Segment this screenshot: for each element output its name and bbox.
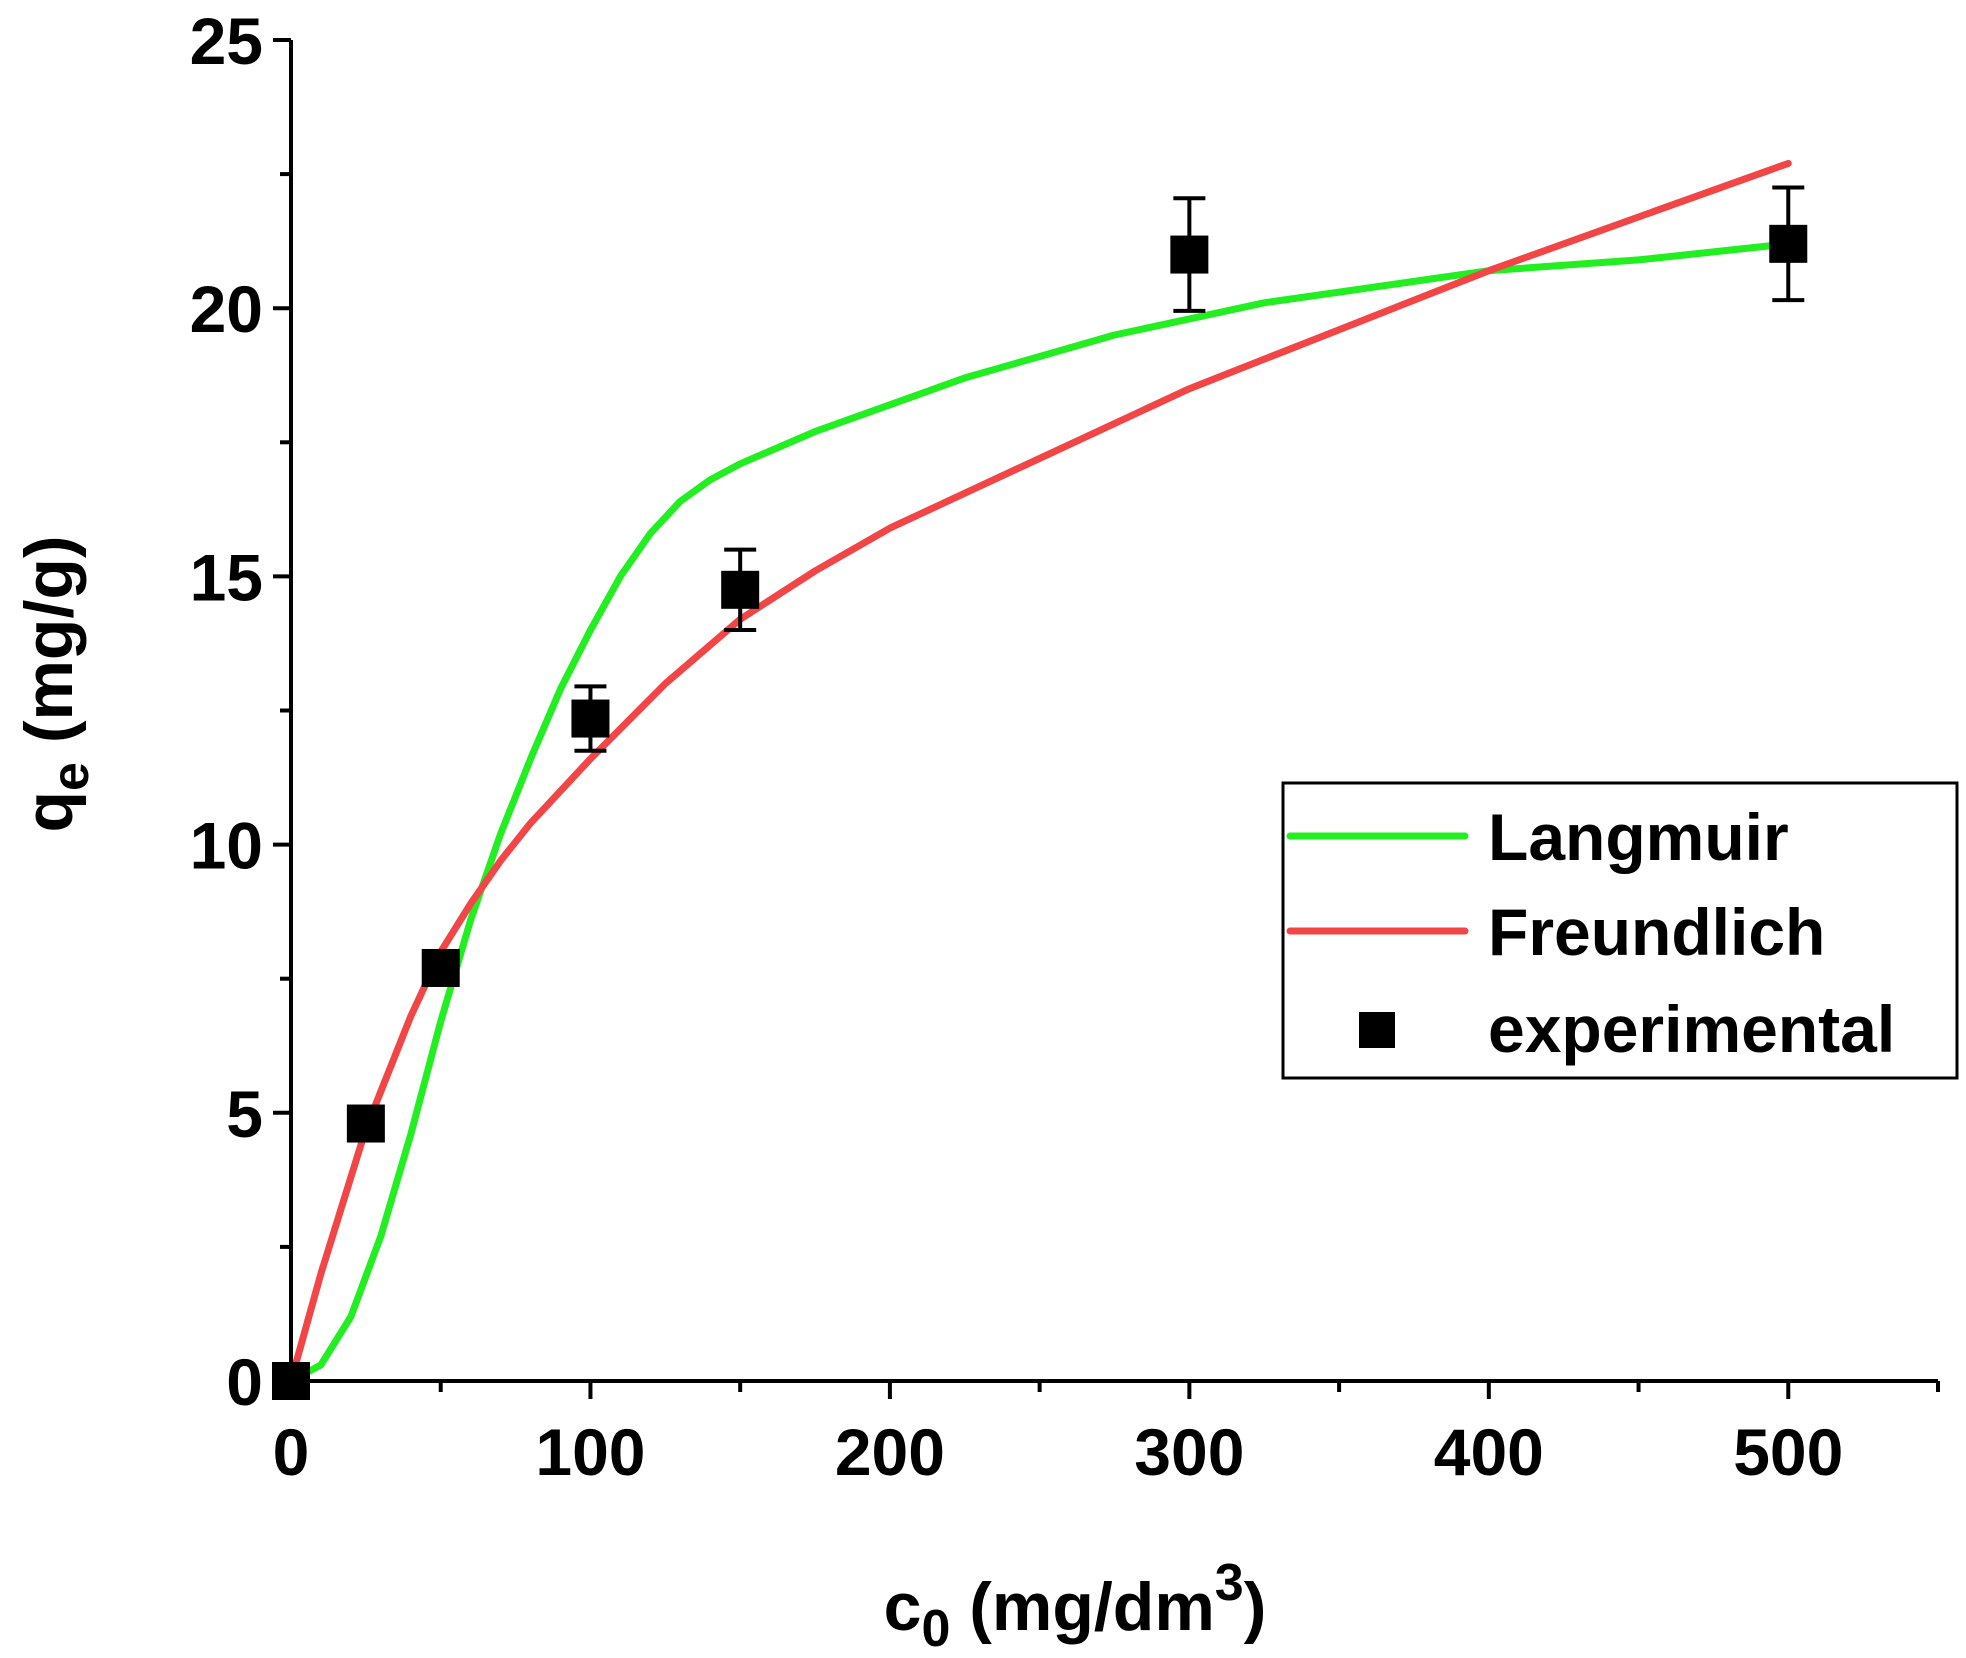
y-tick-label: 15 — [190, 540, 263, 614]
series-line-freundlich — [287, 159, 1792, 1385]
axes-layer — [289, 40, 1938, 1383]
x-tick-label: 100 — [535, 1415, 645, 1489]
curves-layer — [287, 159, 1792, 1385]
series-line-langmuir — [287, 240, 1792, 1385]
data-point-experimental — [421, 948, 460, 987]
y-tick-label: 20 — [190, 272, 263, 346]
y-tick-label: 5 — [226, 1077, 263, 1151]
x-tick-label: 200 — [835, 1415, 945, 1489]
ticks-layer: 0 100 200 300 400 500 0 5 10 15 20 25 — [190, 4, 1940, 1489]
y-tick-label: 10 — [190, 809, 263, 883]
legend-label-langmuir: Langmuir — [1488, 800, 1789, 874]
x-tick-label: 400 — [1434, 1415, 1544, 1489]
legend-label-freundlich: Freundlich — [1488, 895, 1825, 969]
legend-swatch-experimental — [1359, 1012, 1395, 1048]
y-axis-title: qe (mg/g) — [11, 535, 100, 832]
data-point-experimental — [721, 570, 760, 609]
data-point-experimental — [346, 1104, 385, 1143]
y-tick-label: 0 — [226, 1345, 263, 1419]
x-axis-title: c0 (mg/dm3) — [884, 1554, 1267, 1658]
points-layer — [272, 185, 1808, 1400]
x-tick-label: 0 — [273, 1415, 310, 1489]
legend: Langmuir Freundlich experimental — [1281, 781, 1959, 1080]
data-point-experimental — [1170, 235, 1209, 274]
legend-label-experimental: experimental — [1488, 992, 1895, 1066]
data-point-experimental — [1769, 224, 1808, 263]
x-tick-label: 300 — [1134, 1415, 1244, 1489]
x-tick-label: 500 — [1733, 1415, 1843, 1489]
data-point-experimental — [571, 699, 610, 738]
y-tick-label: 25 — [190, 4, 263, 78]
